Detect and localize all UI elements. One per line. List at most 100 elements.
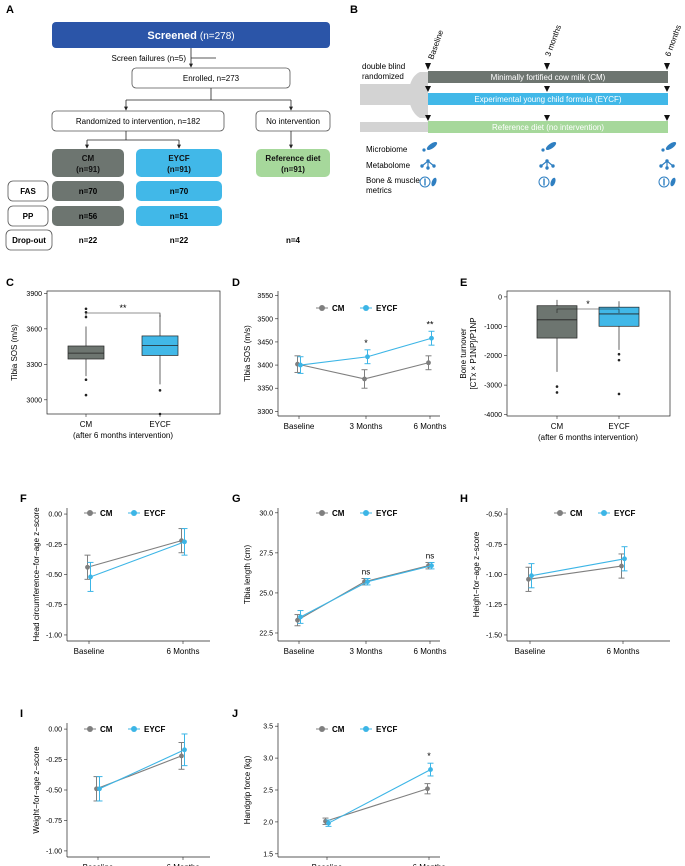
panel-b-timeline: B double blind randomized Baseline 3 mon… — [350, 4, 683, 195]
molecule-atom — [665, 166, 669, 170]
data-point — [425, 786, 430, 792]
y-tick-label: -0.25 — [46, 757, 62, 764]
data-point — [97, 786, 102, 792]
y-tick-label: -1.50 — [486, 632, 502, 639]
legend-cm-label: CM — [570, 509, 583, 518]
data-point — [365, 579, 370, 585]
series-line — [90, 541, 185, 578]
bacteria-shape — [426, 141, 438, 151]
cm-arm-bar — [428, 71, 668, 83]
data-point — [182, 747, 187, 753]
series-line — [328, 769, 431, 824]
panel-j-letter: J — [232, 708, 238, 720]
significance-label: * — [364, 338, 368, 348]
legend-eycf-marker — [131, 726, 137, 732]
series-line — [297, 362, 429, 380]
cm-group-label: CM — [82, 154, 95, 163]
legend-cm-marker — [319, 510, 325, 516]
reference-stem — [360, 122, 428, 132]
molecule-atom — [551, 164, 555, 168]
panel-d-letter: D — [232, 277, 240, 289]
y-tick-label: 0.00 — [48, 727, 62, 734]
eycf-group-label: EYCF — [168, 154, 189, 163]
molecule-atom — [539, 164, 543, 168]
significance-label: ** — [426, 319, 434, 329]
dropout-reference-value: n=4 — [286, 236, 301, 245]
significance-label: ns — [362, 568, 370, 577]
legend: CM EYCF — [316, 304, 397, 313]
box-outlier — [617, 392, 621, 396]
molecule-icon — [539, 159, 555, 170]
x-tick-label: 6 Months — [414, 647, 447, 656]
x-tick-label: CM — [551, 422, 564, 431]
bacteria-dot — [661, 148, 665, 152]
legend-eycf-label: EYCF — [614, 509, 635, 518]
y-axis-label: Weight−for−age z−score — [32, 746, 41, 834]
series-line — [99, 749, 185, 790]
x-tick-label: 3 Months — [350, 422, 383, 431]
significance-bracket — [85, 312, 161, 317]
cm-group-n: (n=91) — [76, 165, 100, 174]
panel-i-chart: -1.00 -0.75 -0.50 -0.25 0.00 Weight−for−age z… — [32, 723, 210, 866]
fas-eycf-value: n=70 — [170, 187, 189, 196]
panel-d-chart: 3300 3350 3400 3450 3500 3550 Tibia SOS (m/s) B… — [243, 291, 446, 431]
marker-baseline-mid — [425, 86, 431, 92]
timepoint-icon-group-0 — [419, 141, 438, 188]
data-point — [426, 360, 431, 366]
bacteria-icon — [422, 141, 438, 152]
box-outlier — [84, 393, 88, 397]
x-tick-label: Baseline — [74, 647, 105, 656]
data-point — [182, 539, 187, 545]
pp-cm-value: n=56 — [79, 212, 98, 221]
y-tick-label: -0.75 — [46, 818, 62, 825]
y-tick-label: 25.0 — [259, 590, 273, 597]
box-outlier — [555, 391, 559, 394]
box-outlier — [84, 315, 88, 319]
pp-cm-box — [52, 206, 124, 226]
dropout-cm-value: n=22 — [79, 236, 98, 245]
eycf-arm-label: Experimental young child formula (EYCF) — [474, 95, 622, 104]
panel-b-letter: B — [350, 4, 358, 16]
y-tick-label: -0.50 — [46, 788, 62, 795]
plot-frame — [46, 290, 221, 415]
eycf-group-n: (n=91) — [167, 165, 191, 174]
data-point — [362, 376, 367, 382]
data-point — [428, 767, 433, 772]
x-tick-label: Baseline — [284, 422, 315, 431]
bone-muscle-label: Bone & muscle — [366, 176, 420, 185]
significance-label: ** — [119, 303, 127, 313]
fas-cm-box — [52, 181, 124, 201]
microbiome-label: Microbiome — [366, 145, 408, 154]
dropout-row-label-box — [5, 229, 53, 251]
series-eycf — [528, 546, 628, 589]
data-point — [619, 563, 624, 569]
legend-cm-label: CM — [332, 509, 345, 518]
x-axis-note: (after 6 months intervention) — [73, 431, 173, 440]
legend-eycf-label: EYCF — [144, 725, 165, 734]
legend: CM EYCF — [84, 725, 165, 734]
data-point — [365, 354, 370, 360]
x-tick-label: Baseline — [284, 647, 315, 656]
x-tick-label: Baseline — [312, 863, 343, 866]
molecule-atom — [432, 164, 436, 168]
reference-group-box — [256, 149, 330, 177]
y-tick-label: -1.00 — [486, 572, 502, 579]
box-outlier — [617, 352, 621, 356]
marker-3m-mid — [544, 86, 550, 92]
enrolled-label: Enrolled, n=273 — [183, 74, 240, 83]
eycf-arm-bar — [428, 93, 668, 105]
panel-e-letter: E — [460, 277, 467, 289]
box-outlier — [84, 307, 88, 311]
series-cm — [84, 528, 185, 580]
cm-group-box — [52, 149, 124, 177]
legend-cm-marker — [319, 726, 325, 732]
x-tick-label: 6 Months — [167, 863, 200, 866]
legend: CM EYCF — [316, 509, 397, 518]
bacteria-icon — [541, 141, 557, 152]
timepoint-baseline: Baseline — [426, 28, 445, 60]
screened-box — [52, 22, 330, 48]
y-tick-label: 30.0 — [259, 510, 273, 517]
legend-eycf-marker — [131, 510, 137, 516]
y-tick-label: 3550 — [257, 293, 273, 300]
